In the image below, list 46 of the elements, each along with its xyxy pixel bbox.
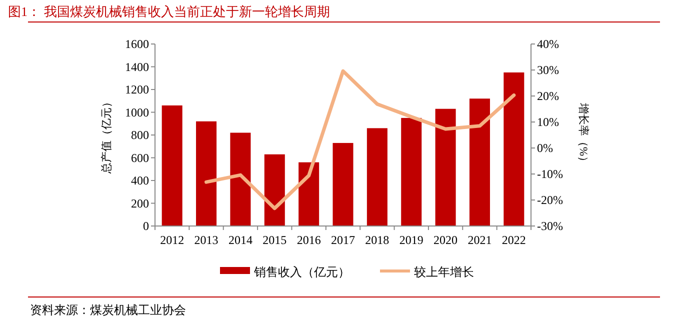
y2-tick-label: -20%	[537, 193, 563, 207]
y2-tick-label: -10%	[537, 167, 563, 181]
x-tick-label: 2012	[160, 233, 184, 247]
y-tick-label: 1400	[125, 60, 149, 74]
x-tick-label: 2018	[365, 233, 390, 247]
bar	[469, 98, 490, 226]
bar	[196, 121, 217, 226]
text: 资料来源：煤炭机械工业协会	[30, 303, 186, 317]
y2-tick-label: 40%	[537, 37, 559, 51]
bar	[504, 72, 524, 226]
y2-axis-title: 增长率（%）	[577, 102, 590, 168]
x-tick-label: 2016	[296, 233, 321, 247]
bar	[264, 154, 285, 226]
y-tick-label: 400	[131, 174, 149, 188]
bar	[332, 142, 354, 226]
y-tick-label: 200	[131, 196, 149, 210]
bar	[366, 128, 388, 226]
y2-tick-label: -30%	[537, 219, 563, 233]
y-tick-label: 800	[131, 128, 149, 142]
x-tick-label: 2021	[468, 233, 492, 247]
x-tick-label: 2022	[502, 233, 526, 247]
y2-tick-label: 30%	[537, 63, 559, 77]
y-tick-label: 1600	[125, 37, 149, 51]
y2-tick-label: 0%	[537, 141, 553, 155]
y2-tick-label: 20%	[537, 89, 559, 103]
y-tick-label: 1200	[125, 82, 149, 96]
y-tick-label: 600	[131, 150, 149, 165]
x-tick-label: 2014	[228, 233, 252, 247]
line-series	[204, 69, 516, 210]
legend-label: 销售收入（亿元）	[253, 265, 350, 279]
bar	[435, 108, 456, 226]
x-tick-label: 2015	[262, 233, 287, 247]
bar	[298, 162, 320, 226]
x-tick-label: 2019	[399, 233, 424, 247]
legend-label: 较上年增长	[414, 265, 474, 279]
x-tick-label: 2020	[434, 233, 458, 247]
bar	[230, 132, 251, 226]
y-axis-title: 总产值（亿元）	[100, 96, 113, 174]
y2-tick-label: 10%	[537, 115, 559, 129]
y-tick-label: 0	[143, 219, 149, 233]
x-tick-label: 2017	[331, 233, 355, 247]
y-tick-label: 1000	[125, 105, 149, 120]
bar	[162, 105, 182, 226]
chart-title: 图1： 我国煤炭机械销售收入当前正处于新一轮增长周期	[8, 4, 330, 19]
bar	[401, 118, 422, 226]
x-tick-label: 2013	[194, 233, 218, 247]
